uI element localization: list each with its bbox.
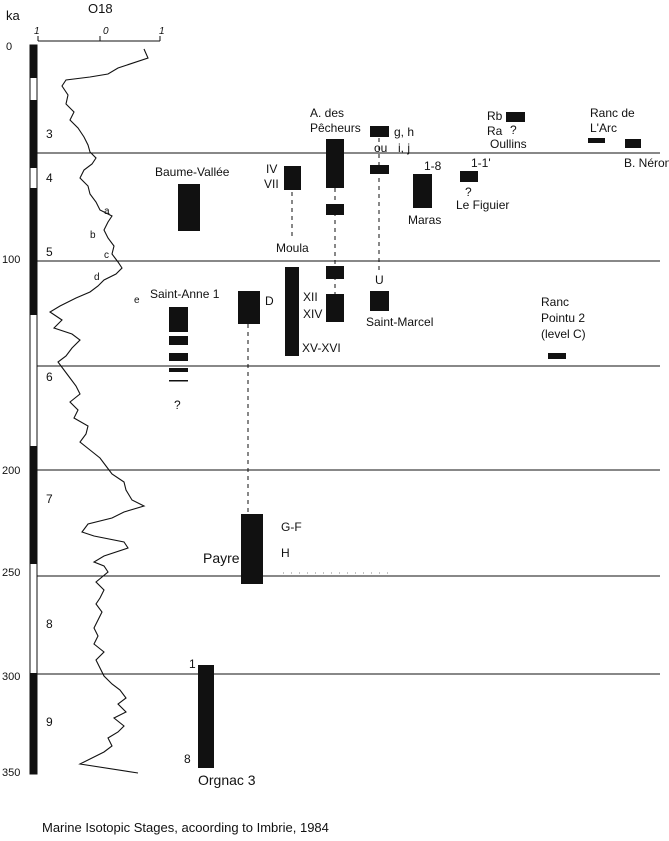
- site-ranc-de-arc-line1: Ranc de: [590, 106, 635, 120]
- level-ra: Ra: [487, 124, 503, 138]
- stage-4-label: 4: [46, 171, 53, 185]
- level-iv: IV: [266, 162, 277, 176]
- site-maras: Maras: [408, 213, 441, 227]
- stage-3-label: 3: [46, 127, 53, 141]
- oullins-question: ?: [510, 123, 517, 137]
- level-ou: ou: [374, 141, 387, 155]
- level-xiv: XIV: [303, 307, 322, 321]
- ka-tick-300: 300: [2, 671, 20, 683]
- site-oullins: Oullins: [490, 137, 527, 151]
- caption: Marine Isotopic Stages, acoording to Imb…: [42, 820, 329, 835]
- o18-tick-middle: 0: [103, 26, 109, 37]
- figuier-question: ?: [465, 185, 472, 199]
- stage-column: [29, 44, 38, 775]
- site-ranc-pointu-line1: Ranc: [541, 295, 569, 309]
- ka-tick-0: 0: [6, 41, 12, 53]
- figuier-bar: [460, 171, 478, 182]
- site-ranc-de-arc-line2: L'Arc: [590, 121, 617, 135]
- oullins-bar: [506, 112, 525, 122]
- stage-boundaries: [37, 152, 660, 675]
- saint-anne-bars: [169, 307, 188, 382]
- ij-bar: [370, 165, 389, 174]
- level-h: H: [281, 546, 290, 560]
- pecheurs-bar-upper: [326, 139, 344, 188]
- site-baume-vallee: Baume-Vallée: [155, 165, 230, 179]
- ka-tick-200: 200: [2, 465, 20, 477]
- pecheurs-bar-lower-2: [326, 294, 344, 322]
- orgnac-bar: [198, 665, 214, 768]
- moula-bar: [284, 166, 301, 190]
- maras-levels: 1-8: [424, 159, 442, 173]
- site-b-neron: B. Néron: [624, 156, 669, 170]
- d-bar: [238, 291, 260, 324]
- level-rb: Rb: [487, 109, 503, 123]
- level-xii: XII: [303, 290, 318, 304]
- site-abri-des-pecheurs-line2: Pêcheurs: [310, 121, 361, 135]
- curve-letter-d: d: [94, 272, 100, 283]
- orgnac-bottom-level: 8: [184, 752, 191, 766]
- site-abri-des-pecheurs-line1: A. des: [310, 106, 344, 120]
- site-payre: Payre: [203, 550, 240, 566]
- ka-axis-label: ka: [6, 8, 21, 23]
- gh-bar: [370, 126, 389, 137]
- level-vii: VII: [264, 177, 279, 191]
- pecheurs-bar-middle: [326, 204, 344, 215]
- site-le-figuier: Le Figuier: [456, 198, 509, 212]
- stage-5-label: 5: [46, 245, 53, 259]
- o18-tick-right: 1: [159, 26, 165, 37]
- curve-letter-e: e: [134, 295, 140, 306]
- figuier-levels: 1-1': [471, 156, 491, 170]
- level-d: D: [265, 294, 274, 308]
- xii-xvi-bar: [285, 267, 299, 356]
- neron-bar: [625, 139, 641, 148]
- level-xv-xvi: XV-XVI: [302, 341, 341, 355]
- level-gh: g, h: [394, 125, 414, 139]
- site-saint-marcel: Saint-Marcel: [366, 315, 433, 329]
- ka-tick-100: 100: [2, 254, 20, 266]
- level-u: U: [375, 273, 384, 287]
- ranc-arc-bar: [588, 138, 605, 143]
- curve-letter-b: b: [90, 230, 96, 241]
- payre-bar: [241, 514, 263, 584]
- ranc-pointu-bar: [548, 353, 566, 359]
- o18-tick-left: 1: [34, 26, 40, 37]
- o18-curve: [48, 48, 149, 774]
- stage-7-label: 7: [46, 492, 53, 506]
- site-ranc-pointu-line2: Pointu 2: [541, 311, 585, 325]
- maras-bar: [413, 174, 432, 208]
- curve-letter-c: c: [104, 250, 109, 261]
- site-ranc-pointu-line3: (level C): [541, 327, 586, 341]
- stage-6-label: 6: [46, 370, 53, 384]
- curve-letter-a: a: [104, 206, 110, 217]
- site-moula: Moula: [276, 241, 309, 255]
- level-gf: G-F: [281, 520, 302, 534]
- saint-marcel-bar: [370, 291, 389, 311]
- level-ij: i, j: [398, 141, 410, 155]
- site-saint-anne: Saint-Anne 1: [150, 287, 220, 301]
- saint-anne-question: ?: [174, 398, 181, 412]
- orgnac-top-level: 1: [189, 657, 196, 671]
- baume-vallee-bar: [178, 184, 200, 231]
- stage-8-label: 8: [46, 617, 53, 631]
- ka-tick-250: 250: [2, 567, 20, 579]
- ka-tick-350: 350: [2, 767, 20, 779]
- pecheurs-bar-lower-1: [326, 266, 344, 279]
- o18-scale: 1 0 1: [34, 26, 165, 42]
- site-orgnac: Orgnac 3: [198, 772, 256, 788]
- o18-axis-label: O18: [88, 1, 113, 16]
- stage-9-label: 9: [46, 715, 53, 729]
